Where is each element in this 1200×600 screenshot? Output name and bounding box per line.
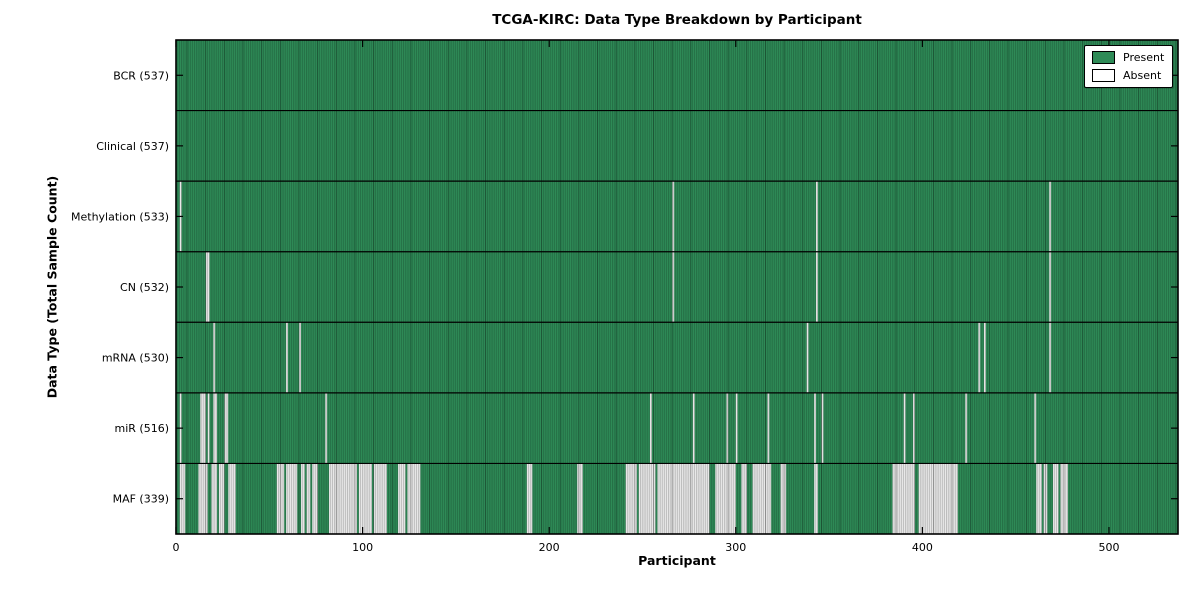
x-tick-label: 500 xyxy=(1098,541,1119,554)
legend-label-present: Present xyxy=(1123,50,1165,64)
x-axis-label: Participant xyxy=(638,553,716,568)
row-label: mRNA (530) xyxy=(102,352,169,365)
x-tick-label: 0 xyxy=(173,541,180,554)
x-tick-label: 100 xyxy=(352,541,373,554)
legend-swatch-absent-icon xyxy=(1092,69,1115,82)
row-label: BCR (537) xyxy=(113,69,169,82)
row-label: Methylation (533) xyxy=(71,210,169,223)
legend-entry-present: Present xyxy=(1092,51,1164,64)
x-tick-label: 200 xyxy=(539,541,560,554)
row-label: Clinical (537) xyxy=(96,140,169,153)
legend-entry-absent: Absent xyxy=(1092,69,1164,82)
x-tick-label: 400 xyxy=(912,541,933,554)
row-label: MAF (339) xyxy=(113,493,169,506)
legend: Present Absent xyxy=(1084,45,1174,88)
legend-label-absent: Absent xyxy=(1123,68,1162,82)
row-label: CN (532) xyxy=(120,281,169,294)
x-tick-label: 300 xyxy=(725,541,746,554)
row-label: miR (516) xyxy=(115,422,170,435)
chart-title: TCGA-KIRC: Data Type Breakdown by Partic… xyxy=(492,12,862,28)
legend-swatch-present-icon xyxy=(1092,51,1115,64)
